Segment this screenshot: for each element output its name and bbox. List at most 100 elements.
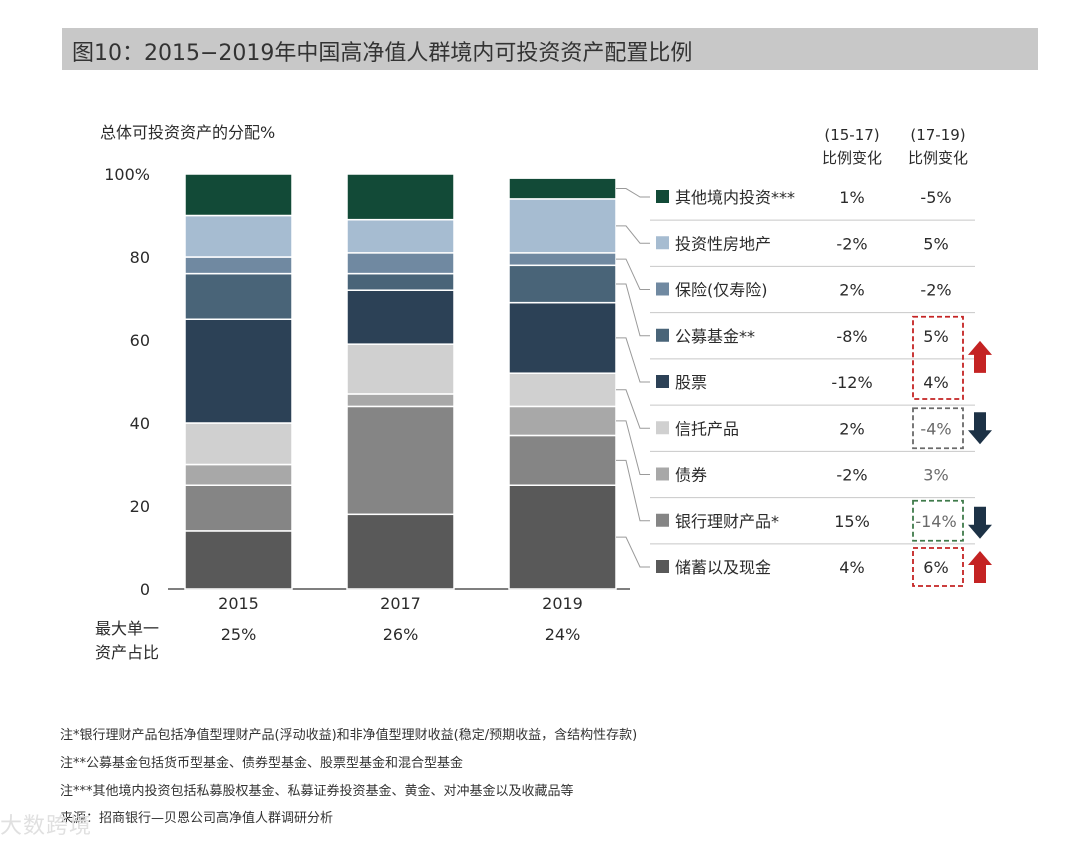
bar-segment — [346, 289, 455, 345]
legend-connector — [616, 459, 650, 522]
bar-segment — [184, 214, 293, 258]
legend-swatch — [656, 236, 669, 250]
change-15-17: 4% — [839, 558, 864, 577]
change-header: (17-19) — [910, 126, 965, 144]
footnote-source: 来源：招商银行—贝恩公司高净值人群调研分析 — [60, 811, 334, 826]
bar-segment — [346, 343, 455, 395]
max-single-asset-value: 24% — [545, 625, 581, 644]
legend-label: 债券 — [675, 466, 707, 485]
x-tick-label: 2017 — [380, 594, 421, 613]
legend-connector — [616, 258, 650, 290]
bar-segment — [508, 434, 617, 487]
title-bar: 图10：2015−2019年中国高净值人群境内可投资资产配置比例 — [62, 28, 1038, 70]
change-header: (15-17) — [824, 126, 879, 144]
bar-segment — [508, 264, 617, 304]
bar-segment — [346, 405, 455, 516]
change-15-17: 1% — [839, 188, 864, 207]
legend-connector — [616, 536, 650, 568]
change-header: 比例变化 — [908, 149, 968, 167]
y-tick-label: 60 — [130, 331, 150, 350]
legend-label: 投资性房地产 — [675, 234, 771, 253]
bar-segment — [508, 177, 617, 200]
bar-segment — [346, 393, 455, 408]
y-tick-label: 100% — [104, 165, 150, 184]
change-17-19: -14% — [915, 512, 956, 531]
change-17-19: 4% — [923, 373, 948, 392]
change-17-19: -2% — [920, 281, 951, 300]
change-17-19: 6% — [923, 558, 948, 577]
legend-swatch — [656, 421, 669, 435]
y-axis-label: 总体可投资资产的分配% — [100, 123, 275, 142]
bar-segment — [346, 272, 455, 291]
legend-swatch — [656, 375, 669, 388]
bar-segment — [346, 173, 455, 221]
change-15-17: 2% — [839, 281, 864, 300]
legend-connector — [616, 225, 650, 244]
legend-connector — [616, 188, 650, 198]
change-17-19: 3% — [923, 466, 948, 485]
bar-segment — [346, 513, 455, 590]
up-arrow-icon — [968, 551, 992, 583]
bar-segment — [184, 256, 293, 275]
legend-label: 信托产品 — [675, 419, 739, 438]
max-single-asset-label: 最大单一 — [95, 619, 159, 638]
y-tick-label: 20 — [130, 497, 150, 516]
footnote-2: 注**公募基金包括货币型基金、债券型基金、股票型基金和混合型基金 — [60, 756, 464, 771]
legend-connector — [616, 337, 650, 383]
legend-swatch — [656, 282, 669, 296]
max-single-asset-value: 25% — [221, 625, 257, 644]
bar-segment — [184, 463, 293, 486]
legend-label: 银行理财产品* — [675, 512, 779, 531]
change-15-17: -2% — [836, 466, 867, 485]
bar-segment — [508, 301, 617, 374]
bar-segment — [184, 422, 293, 466]
change-17-19: -5% — [920, 188, 951, 207]
legend-label: 公募基金** — [675, 327, 755, 346]
footnote-3: 注***其他境内投资包括私募股权基金、私募证券投资基金、黄金、对冲基金以及收藏品… — [60, 784, 574, 799]
change-15-17: -12% — [831, 373, 872, 392]
bar-segment — [184, 484, 293, 532]
up-arrow-icon — [968, 340, 992, 373]
bar-segment — [184, 530, 293, 590]
legend-swatch — [656, 513, 669, 527]
change-15-17: -2% — [836, 234, 867, 253]
legend-label: 股票 — [675, 373, 707, 392]
bar-segment — [346, 252, 455, 275]
x-tick-label: 2019 — [542, 594, 583, 613]
x-tick-label: 2015 — [218, 594, 259, 613]
legend-swatch — [656, 328, 669, 342]
legend-label: 保险(仅寿险) — [675, 281, 768, 300]
bar-segment — [508, 484, 617, 590]
legend-connector — [616, 283, 650, 337]
legend-connector — [616, 420, 650, 475]
bar-segment — [508, 198, 617, 254]
bar-segment — [508, 252, 617, 267]
legend-label: 储蓄以及现金 — [675, 558, 771, 577]
bar-segment — [508, 372, 617, 408]
change-15-17: 15% — [834, 512, 870, 531]
max-single-asset-label: 资产占比 — [95, 643, 159, 662]
bar-segment — [508, 405, 617, 437]
bar-segment — [346, 218, 455, 254]
y-tick-label: 0 — [140, 580, 150, 599]
highlight-box — [912, 407, 964, 450]
down-arrow-icon — [968, 412, 992, 445]
change-15-17: -8% — [836, 327, 867, 346]
bar-segment — [184, 272, 293, 321]
legend-connector — [616, 389, 650, 429]
legend-swatch — [656, 467, 669, 481]
legend-swatch — [656, 560, 669, 573]
bar-segment — [184, 318, 293, 424]
change-header: 比例变化 — [822, 149, 882, 167]
watermark: 大数跨境 — [0, 814, 93, 839]
highlight-box — [912, 499, 964, 542]
down-arrow-icon — [968, 506, 992, 539]
change-17-19: 5% — [923, 234, 948, 253]
max-single-asset-value: 26% — [383, 625, 419, 644]
change-17-19: 5% — [923, 327, 948, 346]
highlight-box — [912, 547, 964, 587]
change-15-17: 2% — [839, 419, 864, 438]
stacked-bar-chart: 总体可投资资产的分配% 0 20 40 60 80 100% 2015 25% 2017 26% 20… — [95, 123, 992, 662]
legend-label: 其他境内投资*** — [675, 188, 795, 207]
y-tick-label: 40 — [130, 414, 150, 433]
